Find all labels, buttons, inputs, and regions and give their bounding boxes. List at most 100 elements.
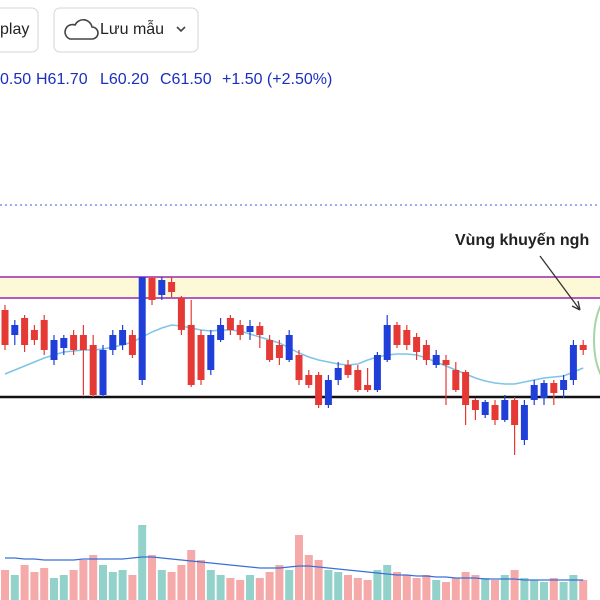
volume-bar [118, 570, 127, 600]
candle-body [364, 385, 372, 390]
candle-body [383, 325, 391, 360]
chevron-icon [176, 26, 186, 33]
volume-bar [167, 572, 176, 600]
button[interactable] [53, 7, 199, 53]
highlight-ellipse [593, 304, 600, 376]
candle-body [511, 400, 519, 425]
volume-bar [40, 568, 49, 600]
candle-body [579, 345, 587, 350]
candle-body [148, 278, 156, 300]
candle-body [403, 330, 411, 345]
legend-open: 0.50 [0, 71, 31, 88]
volume-bar [579, 580, 588, 600]
candle-body [40, 320, 48, 350]
candle-body [217, 325, 225, 340]
volume-bar [50, 578, 58, 600]
legend-close: C61.50 [160, 71, 212, 88]
volume-bar [285, 570, 294, 600]
volume-bar [304, 555, 313, 600]
volume-bar [500, 575, 509, 600]
cloud-icon [64, 19, 99, 40]
candle-body [30, 330, 38, 340]
volume-bar [197, 560, 205, 600]
volume-bar [1, 570, 9, 600]
volume-bar [451, 578, 460, 600]
candle-body [530, 385, 538, 400]
candle-body [422, 345, 430, 360]
candle-body [266, 340, 274, 360]
volume-bar [216, 575, 225, 600]
candle-body [295, 355, 303, 380]
volume-bar [157, 570, 166, 600]
button-label: play [0, 21, 29, 38]
candle-body [413, 337, 421, 352]
candle-body [50, 340, 58, 360]
candle-body [168, 282, 176, 292]
legend-change: +1.50 (+2.50%) [222, 71, 332, 88]
candle-body [138, 277, 146, 380]
plot [0, 204, 600, 600]
candle-body [1, 310, 9, 345]
volume-bar [275, 565, 284, 600]
volume-bar [402, 575, 411, 600]
volume-bar [520, 578, 529, 600]
volume-bar [128, 575, 137, 600]
candle-body [501, 400, 509, 420]
candle-body [226, 318, 234, 330]
candle-body [462, 372, 470, 405]
volume-bar [295, 535, 303, 600]
volume-bar [530, 580, 539, 600]
volume-ma-line [5, 556, 584, 581]
candle-body [373, 355, 381, 390]
candle-body [158, 280, 166, 295]
candle-body [109, 335, 117, 350]
volume-bar [363, 580, 372, 600]
volume-bar [569, 575, 578, 600]
volume-bar [206, 570, 215, 600]
volume-bar [20, 565, 29, 600]
legend-low: L60.20 [100, 71, 149, 88]
candle-body [89, 345, 97, 395]
volume-bar [79, 560, 88, 600]
volume-bar [461, 572, 470, 600]
candle-body [354, 370, 362, 390]
candle-body [197, 335, 205, 380]
button[interactable] [0, 7, 39, 53]
volume-bar [491, 580, 499, 600]
candle-body [79, 335, 87, 350]
candle-body [393, 325, 401, 345]
candle-body [119, 330, 127, 345]
arrow [539, 255, 581, 311]
volume-bar [30, 572, 39, 600]
candle-body [452, 370, 460, 390]
volume-bar [246, 575, 254, 600]
candle-body [324, 380, 332, 405]
volume-bar [393, 572, 401, 600]
volume-bar [89, 555, 98, 600]
volume-bar [187, 550, 196, 600]
candle-body [432, 355, 440, 365]
candle-body [315, 375, 323, 405]
volume-bar [353, 578, 362, 600]
candle-body [491, 405, 499, 420]
volume-bar [442, 582, 450, 600]
volume-bar [422, 575, 431, 600]
volume-bar [59, 575, 68, 600]
volume-bar [148, 555, 156, 600]
volume-bar [373, 570, 382, 600]
recommend-band [0, 277, 600, 298]
volume-bar [226, 578, 235, 600]
volume-bar [314, 560, 323, 600]
candle-body [334, 368, 342, 380]
candle-body [275, 345, 283, 358]
volume-bar [344, 575, 352, 600]
volume-bar [432, 580, 441, 600]
annotation: Vùng khuyến ngh [455, 232, 589, 249]
candle-body [540, 383, 548, 398]
volume-bar [334, 572, 343, 600]
candle-body [60, 338, 68, 348]
candle-body [560, 380, 568, 390]
candle-body [550, 383, 558, 393]
